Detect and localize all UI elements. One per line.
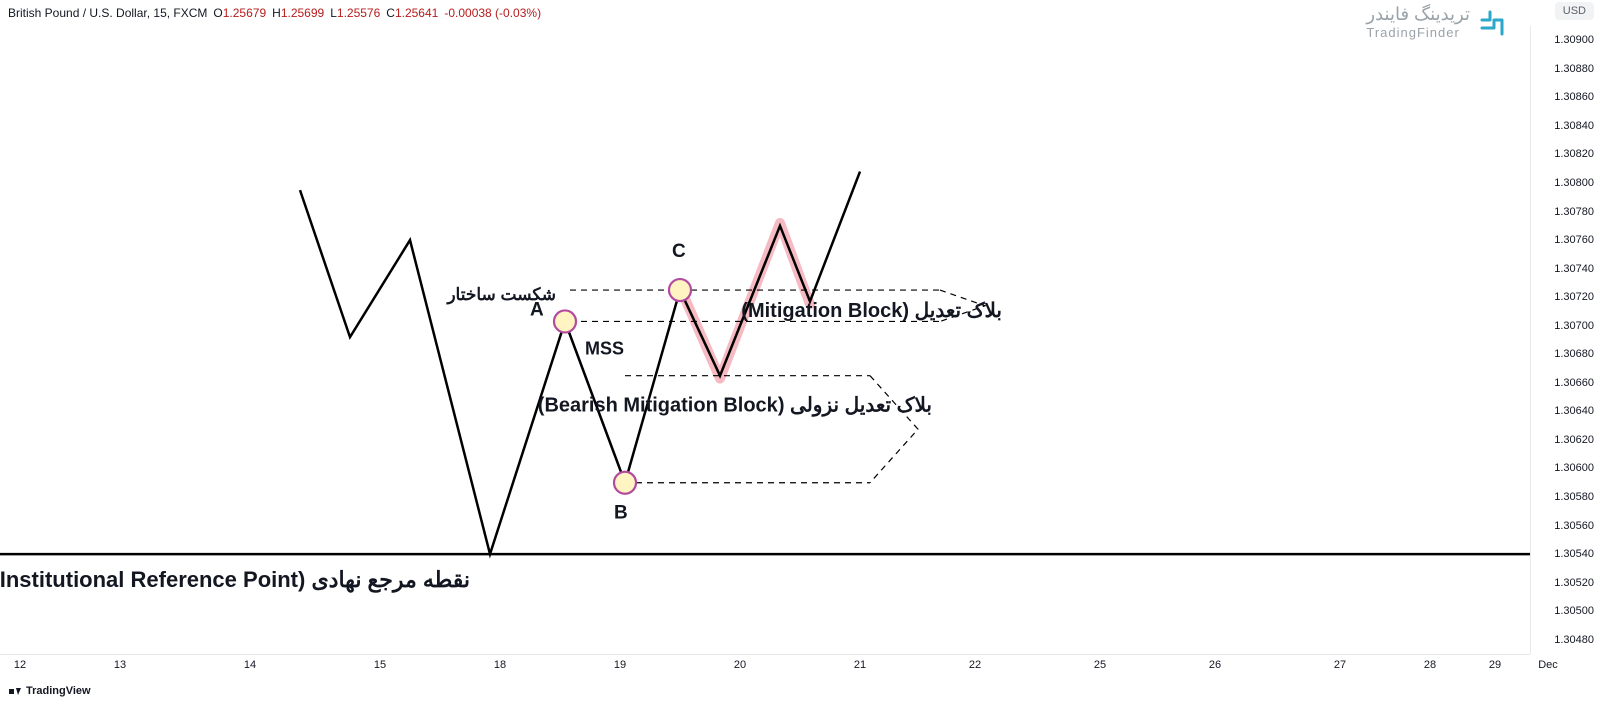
y-tick: 1.30480 xyxy=(1554,634,1594,646)
symbol-text: British Pound / U.S. Dollar, 15, FXCM xyxy=(8,6,207,20)
chart-header: British Pound / U.S. Dollar, 15, FXCM O1… xyxy=(8,6,541,20)
x-tick: 27 xyxy=(1334,659,1346,671)
x-tick: 29 xyxy=(1489,659,1501,671)
svg-text:بلاک تعدیل نزولی (Bearish Miti: بلاک تعدیل نزولی (Bearish Mitigation Blo… xyxy=(538,394,932,417)
x-tick: 25 xyxy=(1094,659,1106,671)
x-tick: 28 xyxy=(1424,659,1436,671)
x-tick: 19 xyxy=(614,659,626,671)
logo-text-ar: تریدینگ فایندر xyxy=(1366,4,1470,25)
l-label: L xyxy=(330,6,337,20)
currency-badge: USD xyxy=(1555,2,1594,20)
l-val: 1.25576 xyxy=(337,6,380,20)
y-tick: 1.30740 xyxy=(1554,263,1594,275)
svg-text:نقطه مرجع نهادی (Institutional: نقطه مرجع نهادی (Institutional Reference… xyxy=(0,567,470,593)
o-label: O xyxy=(213,6,222,20)
y-tick: 1.30820 xyxy=(1554,148,1594,160)
y-tick: 1.30900 xyxy=(1554,34,1594,46)
chart-svg: ABCMSSشکست ساختاربلاک تعدیل (Mitigation … xyxy=(0,26,1530,654)
x-tick: 18 xyxy=(494,659,506,671)
x-axis: 1213141518192021222526272829Dec xyxy=(0,654,1530,678)
y-tick: 1.30560 xyxy=(1554,520,1594,532)
tradingview-mark: TradingView xyxy=(8,684,91,698)
x-tick: 21 xyxy=(854,659,866,671)
y-tick: 1.30620 xyxy=(1554,434,1594,446)
h-label: H xyxy=(272,6,281,20)
svg-text:C: C xyxy=(672,241,686,262)
y-tick: 1.30880 xyxy=(1554,63,1594,75)
chart-plot-area[interactable]: ABCMSSشکست ساختاربلاک تعدیل (Mitigation … xyxy=(0,26,1530,654)
y-tick: 1.30640 xyxy=(1554,405,1594,417)
x-tick: 22 xyxy=(969,659,981,671)
svg-text:شکست ساختار: شکست ساختار xyxy=(445,285,556,305)
y-tick: 1.30840 xyxy=(1554,120,1594,132)
c-label: C xyxy=(386,6,395,20)
x-tick: 12 xyxy=(14,659,26,671)
y-tick: 1.30760 xyxy=(1554,234,1594,246)
y-tick: 1.30660 xyxy=(1554,377,1594,389)
x-tick: 26 xyxy=(1209,659,1221,671)
svg-text:B: B xyxy=(614,502,628,523)
o-val: 1.25679 xyxy=(223,6,266,20)
y-tick: 1.30700 xyxy=(1554,320,1594,332)
y-tick: 1.30800 xyxy=(1554,177,1594,189)
svg-text:بلاک تعدیل (Mitigation Block): بلاک تعدیل (Mitigation Block) xyxy=(741,300,1002,322)
y-tick: 1.30580 xyxy=(1554,491,1594,503)
y-tick: 1.30860 xyxy=(1554,91,1594,103)
tv-icon xyxy=(8,684,22,698)
x-tick: 14 xyxy=(244,659,256,671)
y-tick: 1.30680 xyxy=(1554,348,1594,360)
h-val: 1.25699 xyxy=(281,6,324,20)
c-val: 1.25641 xyxy=(395,6,438,20)
y-tick: 1.30600 xyxy=(1554,462,1594,474)
tv-text: TradingView xyxy=(26,685,91,697)
y-tick: 1.30540 xyxy=(1554,548,1594,560)
y-tick: 1.30520 xyxy=(1554,577,1594,589)
y-tick: 1.30720 xyxy=(1554,291,1594,303)
x-tick: 20 xyxy=(734,659,746,671)
x-tick: Dec xyxy=(1538,659,1558,671)
y-tick: 1.30780 xyxy=(1554,206,1594,218)
svg-text:MSS: MSS xyxy=(585,338,624,358)
change-val: -0.00038 (-0.03%) xyxy=(444,6,541,20)
y-tick: 1.30500 xyxy=(1554,605,1594,617)
x-tick: 13 xyxy=(114,659,126,671)
x-tick: 15 xyxy=(374,659,386,671)
y-axis: 1.30900 1.30880 1.30860 1.30840 1.30820 1.308… xyxy=(1530,26,1600,654)
